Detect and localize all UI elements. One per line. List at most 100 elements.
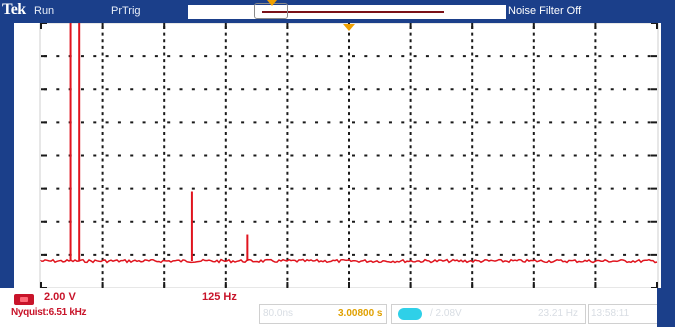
record-overview-bar[interactable] bbox=[188, 0, 506, 19]
grid-dot bbox=[536, 121, 540, 124]
grid-dot bbox=[532, 92, 535, 96]
grid-dot bbox=[471, 211, 474, 215]
grid-dot bbox=[105, 187, 109, 190]
grid-dot bbox=[409, 59, 412, 63]
grid-dot bbox=[425, 187, 429, 190]
trigger-state[interactable]: PrTrig bbox=[111, 5, 141, 17]
grid-dot bbox=[142, 55, 146, 58]
grid-dot bbox=[348, 198, 350, 202]
grid-dot bbox=[163, 98, 166, 102]
grid-dot bbox=[623, 187, 627, 190]
grid-dot bbox=[532, 98, 535, 102]
grid-dot bbox=[364, 154, 368, 157]
grid-dot bbox=[532, 145, 535, 149]
grid-dot bbox=[532, 151, 535, 155]
grid-dot bbox=[573, 220, 577, 223]
grid-dot bbox=[532, 32, 535, 36]
grid-dot bbox=[278, 220, 282, 223]
grid-dot bbox=[163, 125, 166, 129]
noise-filter-status[interactable]: Noise Filter Off bbox=[508, 5, 582, 17]
grid-dot bbox=[286, 151, 289, 155]
grid-dot bbox=[163, 204, 166, 208]
grid-dot bbox=[594, 178, 597, 182]
grid-dot bbox=[93, 253, 97, 256]
grid-dot bbox=[167, 88, 171, 91]
grid-dot bbox=[224, 231, 227, 235]
grid-dot bbox=[117, 121, 121, 124]
channel-1-readout[interactable]: 2.00 V 125 Hz Nyquist:6.51 kHz bbox=[6, 290, 254, 324]
grid-dot bbox=[532, 191, 535, 195]
grid-dot bbox=[532, 112, 535, 116]
grid-dot bbox=[224, 185, 227, 188]
grid-dot bbox=[348, 52, 350, 56]
grid-dot bbox=[352, 88, 355, 91]
grid-dot bbox=[105, 121, 109, 124]
grid-dot bbox=[302, 121, 306, 124]
grid-dot bbox=[536, 253, 540, 256]
grid-dot bbox=[512, 220, 516, 223]
grid-dot bbox=[536, 187, 540, 190]
grid-dot bbox=[487, 253, 491, 256]
trigger-readout[interactable]: / 2.08V 23.21 Hz bbox=[391, 304, 586, 324]
grid-dot bbox=[167, 55, 171, 58]
grid-dot bbox=[409, 231, 412, 235]
grid-dot bbox=[413, 154, 417, 157]
grid-dot bbox=[413, 55, 417, 58]
grid-dot bbox=[163, 198, 166, 202]
grid-dot bbox=[471, 59, 474, 63]
grid-dot bbox=[224, 151, 227, 155]
grid-dot bbox=[594, 218, 597, 222]
grid-dot bbox=[635, 88, 639, 91]
grid-dot bbox=[524, 187, 528, 190]
grid-dot bbox=[216, 121, 220, 124]
grid-dot bbox=[409, 92, 412, 96]
grid-dot bbox=[471, 132, 474, 135]
edge-tick bbox=[286, 282, 289, 288]
grid-dot bbox=[278, 121, 282, 124]
grid-dot bbox=[80, 55, 84, 58]
grid-dot bbox=[401, 220, 405, 223]
trigger-position-icon[interactable] bbox=[343, 24, 355, 31]
grid-dot bbox=[471, 238, 474, 241]
grid-dot bbox=[409, 138, 412, 142]
grid-dot bbox=[376, 187, 380, 190]
record-trigger-icon bbox=[267, 0, 277, 6]
grid-dot bbox=[438, 55, 442, 58]
grid-dot bbox=[163, 59, 166, 63]
grid-dot bbox=[163, 251, 166, 255]
grid-dot bbox=[471, 65, 474, 69]
grid-dot bbox=[224, 92, 227, 96]
timebase-readout[interactable]: 80.0ns 3.00800 s bbox=[259, 304, 387, 324]
grid-dot bbox=[364, 187, 368, 190]
grid-dot bbox=[475, 220, 479, 223]
grid-dot bbox=[388, 121, 392, 124]
edge-tick bbox=[471, 282, 474, 288]
grid-dot bbox=[348, 151, 350, 155]
grid-dot bbox=[163, 158, 166, 162]
grid-dot bbox=[388, 253, 392, 256]
grid-dot bbox=[278, 154, 282, 157]
grid-dot bbox=[610, 88, 614, 91]
grid-dot bbox=[532, 85, 535, 89]
acquisition-state[interactable]: Run bbox=[34, 5, 55, 17]
grid-dot bbox=[471, 251, 474, 255]
grid-dot bbox=[224, 125, 227, 129]
grid-dot bbox=[163, 112, 166, 116]
grid-dot bbox=[594, 65, 597, 69]
graticule[interactable] bbox=[0, 23, 675, 288]
grid-dot bbox=[348, 218, 350, 222]
grid-dot bbox=[594, 224, 597, 228]
nyquist-frequency: Nyquist:6.51 kHz bbox=[11, 307, 87, 318]
grid-dot bbox=[462, 121, 466, 124]
grid-dot bbox=[101, 125, 104, 129]
grid-dot bbox=[532, 171, 535, 175]
grid-dot bbox=[302, 55, 306, 58]
grid-dot bbox=[228, 220, 232, 223]
grid-dot bbox=[80, 220, 84, 223]
grid-dot bbox=[532, 185, 535, 188]
grid-dot bbox=[278, 88, 282, 91]
grid-dot bbox=[154, 154, 158, 157]
edge-tick bbox=[101, 282, 104, 288]
grid-dot bbox=[348, 264, 350, 268]
grid-dot bbox=[286, 138, 289, 142]
